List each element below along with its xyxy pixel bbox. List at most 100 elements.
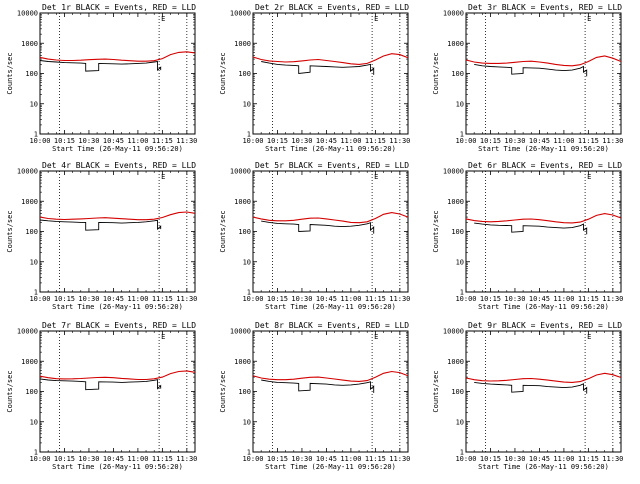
y-tick-label: 10000 [443, 168, 464, 176]
chart-panel: Det 1r BLACK = Events, RED = LLD 1 10 100 10… [6, 3, 197, 153]
y-tick-label: 10000 [443, 10, 464, 18]
x-tick-label: 10:45 [529, 295, 550, 303]
x-tick-label: 10:15 [267, 295, 288, 303]
x-tick-label: 11:00 [127, 455, 148, 463]
y-tick-label: 10000 [443, 328, 464, 336]
x-tick-label: 11:00 [127, 137, 148, 145]
x-tick-label: 11:15 [365, 295, 386, 303]
chart-title: Det 2r BLACK = Events, RED = LLD [255, 3, 409, 12]
y-tick-label: 1 [247, 449, 251, 457]
event-marker-label: E [587, 15, 591, 23]
events-series-line [474, 222, 588, 235]
plot-frame [465, 12, 622, 135]
x-tick-label: 10:45 [316, 295, 337, 303]
y-tick-label: 1 [34, 289, 38, 297]
x-tick-label: 11:30 [176, 455, 197, 463]
x-tick-label: 11:15 [578, 137, 599, 145]
plot-frame [465, 170, 622, 293]
x-tick-label: 11:15 [365, 137, 386, 145]
x-tick-label: 11:30 [389, 137, 410, 145]
x-tick-label: 10:15 [54, 137, 75, 145]
y-tick-label: 10 [456, 100, 464, 108]
y-tick-label: 1000 [447, 358, 464, 366]
event-marker-label: E [374, 15, 378, 23]
y-tick-label: 10000 [230, 10, 251, 18]
y-tick-label: 10000 [230, 168, 251, 176]
y-tick-label: 10000 [17, 168, 38, 176]
y-tick-label: 10 [456, 258, 464, 266]
x-tick-label: 11:15 [365, 455, 386, 463]
chart-title: Det 4r BLACK = Events, RED = LLD [42, 161, 196, 170]
x-axis-label: Start Time (26-May-11 09:56:20) [52, 145, 183, 153]
event-marker-label: E [161, 173, 165, 181]
x-tick-label: 11:00 [127, 295, 148, 303]
y-tick-label: 10 [243, 258, 251, 266]
y-axis-label: Counts/sec [6, 52, 14, 94]
y-axis-label: Counts/sec [432, 370, 440, 412]
x-tick-label: 10:15 [54, 455, 75, 463]
y-axis-label: Counts/sec [219, 52, 227, 94]
y-tick-label: 10 [30, 258, 38, 266]
x-tick-label: 10:00 [242, 137, 263, 145]
y-tick-label: 1 [247, 131, 251, 139]
chart-title: Det 3r BLACK = Events, RED = LLD [468, 3, 622, 12]
event-marker-label: E [161, 15, 165, 23]
y-tick-label: 1 [460, 449, 464, 457]
x-tick-label: 10:15 [54, 295, 75, 303]
x-tick-label: 10:30 [291, 295, 312, 303]
x-tick-label: 11:15 [578, 455, 599, 463]
chart-panel: Det 3r BLACK = Events, RED = LLD 1 10 100 10… [432, 3, 623, 153]
x-axis-label: Start Time (26-May-11 09:56:20) [52, 303, 183, 311]
chart-title: Det 1r BLACK = Events, RED = LLD [42, 3, 196, 12]
chart-title: Det 8r BLACK = Events, RED = LLD [255, 321, 409, 330]
events-series-line [261, 379, 375, 393]
y-tick-label: 10 [243, 100, 251, 108]
y-tick-label: 1 [460, 131, 464, 139]
y-axis-label: Counts/sec [6, 210, 14, 252]
x-tick-label: 11:00 [553, 455, 574, 463]
x-tick-label: 10:45 [103, 295, 124, 303]
x-tick-label: 10:30 [78, 137, 99, 145]
x-tick-label: 10:30 [78, 455, 99, 463]
y-axis-label: Counts/sec [219, 370, 227, 412]
x-tick-label: 10:45 [529, 137, 550, 145]
events-series-line [261, 61, 375, 75]
y-tick-label: 1000 [234, 198, 251, 206]
x-tick-label: 10:45 [529, 455, 550, 463]
x-tick-label: 11:30 [389, 455, 410, 463]
x-tick-label: 10:15 [480, 455, 501, 463]
y-tick-label: 100 [451, 70, 464, 78]
event-marker-label: E [374, 173, 378, 181]
chart-panel: Det 6r BLACK = Events, RED = LLD 1 10 100 10… [432, 161, 623, 311]
x-axis-label: Start Time (26-May-11 09:56:20) [265, 303, 396, 311]
x-tick-label: 10:00 [29, 455, 50, 463]
x-axis-label: Start Time (26-May-11 09:56:20) [52, 463, 183, 471]
x-tick-label: 10:00 [455, 295, 476, 303]
y-tick-label: 1 [460, 289, 464, 297]
y-tick-label: 100 [25, 388, 38, 396]
x-tick-label: 11:30 [176, 295, 197, 303]
lld-series-line [39, 211, 196, 221]
event-marker-label: E [374, 333, 378, 341]
y-tick-label: 100 [451, 388, 464, 396]
y-tick-label: 1 [34, 449, 38, 457]
x-axis-label: Start Time (26-May-11 09:56:20) [478, 303, 609, 311]
event-marker-label: E [161, 333, 165, 341]
y-axis-label: Counts/sec [432, 52, 440, 94]
x-tick-label: 11:30 [602, 137, 623, 145]
plot-frame [252, 12, 409, 135]
x-tick-label: 10:00 [29, 137, 50, 145]
chart-title: Det 6r BLACK = Events, RED = LLD [468, 161, 622, 170]
events-series-line [474, 63, 588, 77]
lld-series-line [252, 53, 409, 65]
plot-frame [252, 330, 409, 453]
event-marker-label: E [587, 173, 591, 181]
x-tick-label: 11:00 [340, 137, 361, 145]
chart-title: Det 5r BLACK = Events, RED = LLD [255, 161, 409, 170]
lld-series-line [465, 55, 622, 67]
x-tick-label: 11:00 [553, 295, 574, 303]
x-tick-label: 10:45 [103, 137, 124, 145]
x-tick-label: 11:30 [176, 137, 197, 145]
events-series-line [39, 60, 162, 72]
